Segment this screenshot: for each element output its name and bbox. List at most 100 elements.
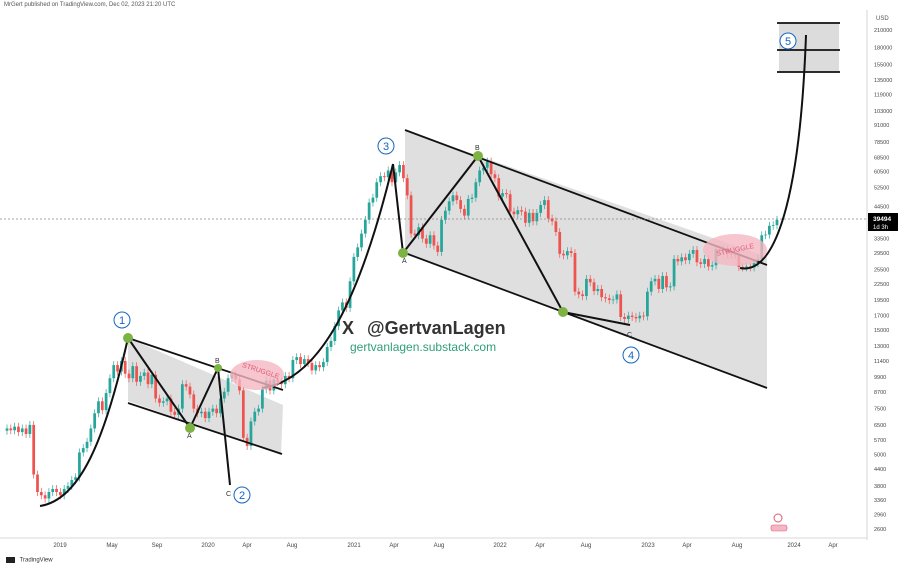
candle-body — [710, 265, 714, 267]
candle-body — [447, 201, 451, 211]
watermark-handle-text: @GertvanLagen — [367, 318, 506, 338]
candle-body — [74, 477, 77, 481]
candle-body — [558, 231, 562, 254]
candle-body — [43, 495, 47, 499]
price-tick-label: 33500 — [874, 237, 889, 243]
candle-body — [451, 195, 455, 202]
candle-body — [66, 485, 70, 489]
price-tick-label: 7500 — [874, 407, 886, 413]
candle-body — [146, 372, 150, 385]
candle-body — [348, 281, 352, 308]
candle-body — [402, 165, 405, 179]
candle-body — [329, 340, 333, 348]
candle-body — [539, 205, 543, 213]
candle-body — [226, 378, 230, 392]
candle-body — [112, 365, 116, 379]
candle-body — [665, 275, 668, 288]
time-tick-label: 2021 — [347, 543, 361, 549]
price-tick-label: 4400 — [874, 467, 886, 473]
price-tick-label: 2960 — [874, 512, 886, 518]
price-tick-label: 3360 — [874, 498, 886, 504]
time-tick-label: 2024 — [787, 543, 801, 549]
candle-body — [180, 384, 184, 409]
candle-body — [47, 492, 51, 499]
candle-body — [249, 421, 253, 446]
candle-body — [482, 167, 485, 171]
candle-body — [100, 401, 104, 411]
time-tick-label: 2022 — [493, 543, 507, 549]
candle-body — [55, 488, 58, 493]
candle-body — [85, 441, 89, 449]
publisher-header: MrGert published on TradingView.com, Dec… — [4, 2, 176, 8]
price-tick-label: 22500 — [874, 282, 889, 288]
candle-body — [642, 315, 645, 317]
candle-body — [466, 198, 470, 216]
candle-body — [78, 452, 81, 478]
candle-body — [604, 297, 607, 299]
price-tick-label: 13000 — [874, 344, 889, 350]
candle-body — [13, 426, 16, 431]
time-tick-label: Apr — [828, 543, 837, 549]
growth-curve-3 — [739, 34, 807, 270]
candle-body — [306, 359, 310, 364]
pivot-label-a2: A — [402, 258, 407, 265]
candle-body — [51, 488, 55, 493]
candle-body — [562, 253, 565, 256]
candle-body — [135, 366, 138, 382]
svg-text:5: 5 — [785, 36, 791, 48]
candle-body — [775, 219, 779, 226]
candle-body — [165, 398, 169, 402]
candle-body — [383, 176, 386, 178]
candle-body — [302, 359, 306, 365]
candle-body — [139, 375, 142, 382]
candle-body — [684, 257, 687, 261]
watermark-url: gertvanlagen.substack.com — [350, 340, 497, 354]
candle-body — [150, 374, 154, 385]
time-tick-label: Aug — [581, 543, 592, 549]
candle-body — [257, 408, 260, 412]
candle-body — [634, 316, 638, 319]
candle-body — [459, 200, 462, 209]
candle-body — [588, 278, 592, 283]
candle-body — [424, 238, 428, 244]
price-tick-label: 9900 — [874, 375, 886, 381]
candle-body — [653, 278, 657, 282]
candle-body — [592, 282, 596, 292]
candle-body — [322, 362, 325, 368]
price-tick-label: 78500 — [874, 140, 889, 146]
candle-body — [707, 258, 710, 267]
price-tick-label: 25500 — [874, 268, 889, 274]
candle-body — [543, 200, 546, 206]
wave-label-4: 4 — [622, 346, 640, 364]
time-tick-label: May — [106, 543, 117, 549]
candle-body — [436, 245, 440, 252]
candle-body — [28, 424, 32, 434]
candle-body — [314, 365, 318, 371]
price-tick-label: 8700 — [874, 390, 886, 396]
time-tick-label: Sep — [152, 543, 163, 549]
candle-body — [585, 278, 588, 297]
candle-body — [161, 401, 165, 403]
candle-body — [573, 253, 577, 292]
time-tick-label: Aug — [732, 543, 743, 549]
candle-body — [24, 428, 28, 434]
pivot-marker — [558, 307, 568, 317]
candle-body — [409, 195, 413, 234]
candle-body — [611, 299, 615, 301]
candle-body — [581, 294, 584, 297]
price-tick-label: 119000 — [874, 93, 892, 99]
candle-body — [203, 411, 207, 419]
pivot-marker — [473, 151, 483, 161]
candle-body — [62, 488, 66, 496]
candle-body — [703, 258, 706, 264]
candle-body — [207, 411, 211, 419]
time-tick-label: 2020 — [201, 543, 215, 549]
candle-body — [367, 202, 371, 220]
tradingview-brand[interactable]: TradingView — [6, 557, 53, 564]
pivot-label-b2: B — [475, 145, 480, 152]
candle-body — [131, 366, 135, 379]
struggle-zone-2 — [703, 234, 767, 266]
svg-text:4: 4 — [628, 350, 634, 362]
candle-body — [32, 424, 36, 475]
